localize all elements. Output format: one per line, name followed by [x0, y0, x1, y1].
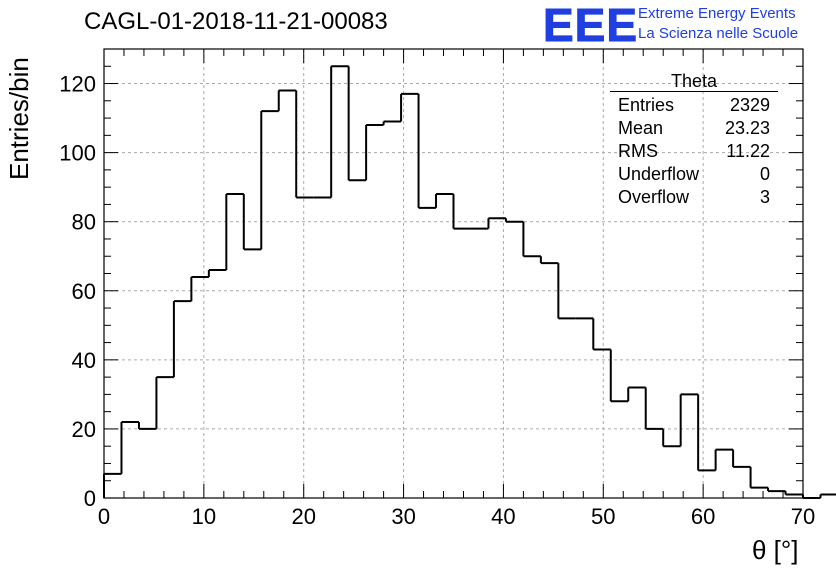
stats-label: RMS: [618, 141, 658, 161]
stats-row-rms: RMS 11.22: [610, 140, 778, 163]
y-tick-label: 0: [84, 486, 96, 511]
stats-row-entries: Entries 2329: [610, 94, 778, 117]
x-tick-label: 10: [192, 504, 216, 529]
x-tick-label: 40: [491, 504, 515, 529]
x-tick-label: 30: [391, 504, 415, 529]
y-axis-label: Entries/bin: [4, 57, 34, 180]
stats-title: Theta: [610, 72, 778, 92]
y-tick-label: 100: [59, 141, 96, 166]
y-tick-label: 120: [59, 72, 96, 97]
y-tick-label: 40: [72, 348, 96, 373]
logo-subtitle-2: La Scienza nelle Scuole: [638, 25, 799, 42]
stats-box: Theta Entries 2329 Mean 23.23 RMS 11.22 …: [610, 72, 778, 209]
stats-value: 2329: [729, 95, 770, 115]
stats-label: Underflow: [618, 164, 700, 184]
stats-row-mean: Mean 23.23: [610, 117, 778, 140]
stats-row-overflow: Overflow 3: [610, 186, 778, 209]
stats-label: Overflow: [618, 187, 690, 207]
stats-row-underflow: Underflow 0: [610, 163, 778, 186]
x-tick-label: 0: [98, 504, 110, 529]
y-tick-label: 80: [72, 210, 96, 235]
x-tick-label: 60: [691, 504, 715, 529]
x-axis-label: θ [°]: [752, 535, 799, 565]
x-tick-label: 50: [591, 504, 615, 529]
x-tick-label: 70: [791, 504, 815, 529]
stats-label: Mean: [618, 118, 664, 138]
x-tick-label: 20: [291, 504, 315, 529]
stats-value: 0: [759, 164, 770, 184]
eee-logo: EEE: [542, 0, 639, 52]
y-tick-label: 60: [72, 279, 96, 304]
stats-value: 3: [759, 187, 770, 207]
logo-subtitle-1: Extreme Energy Events: [638, 5, 796, 22]
stats-label: Entries: [618, 95, 675, 115]
y-tick-label: 20: [72, 417, 96, 442]
stats-value: 11.22: [726, 141, 770, 161]
chart-title: CAGL-01-2018-11-21-00083: [84, 8, 388, 35]
stats-value: 23.23: [724, 118, 770, 138]
